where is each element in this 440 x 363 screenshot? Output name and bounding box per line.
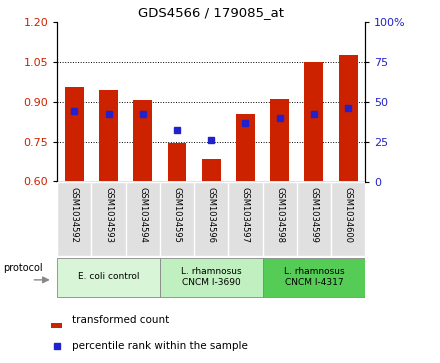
Text: GSM1034597: GSM1034597: [241, 187, 250, 244]
Text: L. rhamnosus
CNCM I-3690: L. rhamnosus CNCM I-3690: [181, 267, 242, 287]
Bar: [65, 87, 84, 182]
Text: GSM1034594: GSM1034594: [138, 187, 147, 243]
Bar: [160, 258, 263, 297]
Text: E. coli control: E. coli control: [78, 272, 139, 281]
Text: GSM1034592: GSM1034592: [70, 187, 79, 243]
Text: L. rhamnosus
CNCM I-4317: L. rhamnosus CNCM I-4317: [283, 267, 344, 287]
Title: GDS4566 / 179085_at: GDS4566 / 179085_at: [138, 6, 284, 19]
Bar: [304, 62, 323, 182]
Text: GSM1034593: GSM1034593: [104, 187, 113, 244]
Bar: [339, 55, 358, 182]
Text: percentile rank within the sample: percentile rank within the sample: [72, 341, 248, 351]
Text: GSM1034595: GSM1034595: [172, 187, 181, 243]
Bar: [236, 114, 255, 182]
Text: GSM1034600: GSM1034600: [344, 187, 352, 244]
Text: transformed count: transformed count: [72, 315, 169, 325]
Bar: [51, 323, 62, 328]
Bar: [270, 99, 289, 182]
Bar: [168, 143, 187, 182]
Text: GSM1034598: GSM1034598: [275, 187, 284, 244]
Bar: [202, 159, 220, 182]
Bar: [133, 100, 152, 182]
Text: GSM1034596: GSM1034596: [207, 187, 216, 244]
Text: protocol: protocol: [3, 263, 43, 273]
Text: GSM1034599: GSM1034599: [309, 187, 319, 243]
Bar: [99, 90, 118, 182]
Bar: [57, 258, 160, 297]
Bar: [263, 258, 365, 297]
